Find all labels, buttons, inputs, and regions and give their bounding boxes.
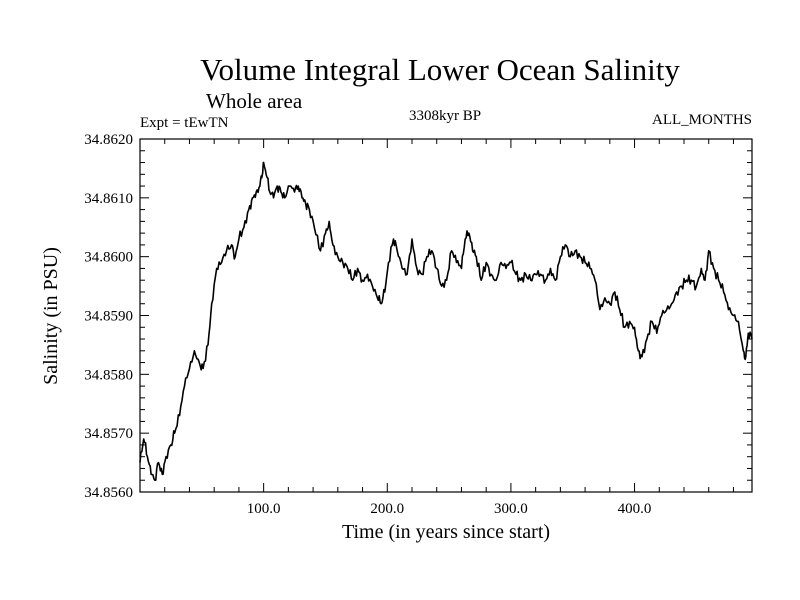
y-tick-label: 34.8590 bbox=[84, 309, 133, 325]
x-axis-label: Time (in years since start) bbox=[342, 521, 550, 543]
x-tick-label: 300.0 bbox=[494, 501, 528, 517]
series-line-salinity bbox=[139, 161, 753, 481]
y-axis-ticks: 34.8560 34.8570 34.8580 34.8590 34.8600 34.86… bbox=[84, 132, 752, 501]
x-axis-ticks: 100.0 200.0 300.0 400.0 bbox=[164, 139, 734, 517]
months-label: ALL_MONTHS bbox=[652, 112, 752, 128]
chart-subtitle: Whole area bbox=[206, 89, 303, 113]
experiment-label: Expt = tEwTN bbox=[140, 115, 229, 131]
x-tick-label: 200.0 bbox=[370, 501, 404, 517]
time-period-label: 3308kyr BP bbox=[409, 108, 481, 124]
chart-title: Volume Integral Lower Ocean Salinity bbox=[200, 52, 680, 87]
plot-area: 34.8560 34.8570 34.8580 34.8590 34.8600 34.86… bbox=[84, 132, 753, 517]
x-tick-label: 400.0 bbox=[618, 501, 652, 517]
x-tick-label: 100.0 bbox=[247, 501, 281, 517]
y-axis-label: Salinity (in PSU) bbox=[40, 247, 62, 385]
y-tick-label: 34.8600 bbox=[84, 250, 133, 266]
y-tick-label: 34.8560 bbox=[84, 485, 133, 501]
y-tick-label: 34.8580 bbox=[84, 367, 133, 383]
y-tick-label: 34.8610 bbox=[84, 191, 133, 207]
y-tick-label: 34.8570 bbox=[84, 426, 133, 442]
y-tick-label: 34.8620 bbox=[84, 132, 133, 148]
plot-frame bbox=[139, 138, 753, 493]
